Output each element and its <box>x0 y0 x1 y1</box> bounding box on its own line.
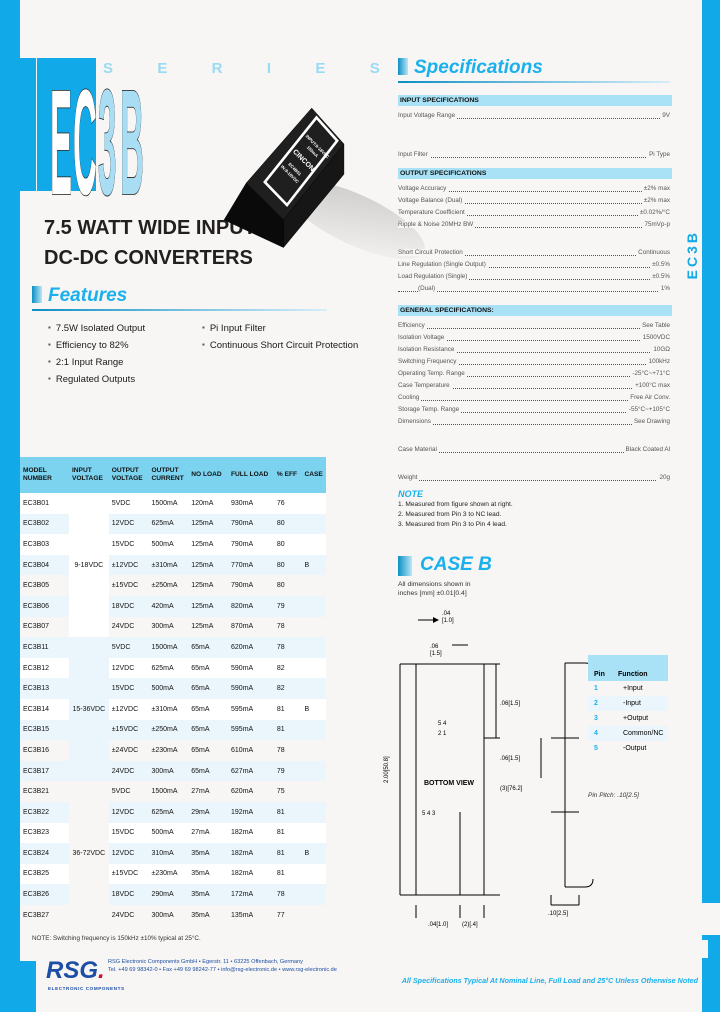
svg-text:(3)[76.2]: (3)[76.2] <box>500 786 523 792</box>
svg-text:.06[1.5]: .06[1.5] <box>500 701 520 707</box>
svg-text:2.00[50.8]: 2.00[50.8] <box>384 756 390 783</box>
svg-text:[1.5]: [1.5] <box>430 651 442 657</box>
svg-text:.10[2.5]: .10[2.5] <box>548 911 568 917</box>
svg-text:.06: .06 <box>430 644 439 650</box>
svg-text:(2)[.4]: (2)[.4] <box>462 922 478 928</box>
svg-text:.06[1.5]: .06[1.5] <box>500 756 520 762</box>
svg-text:.04: .04 <box>442 611 451 617</box>
svg-text:5 4: 5 4 <box>438 721 447 727</box>
svg-text:[1.0]: [1.0] <box>442 618 454 624</box>
svg-text:.04[1.0]: .04[1.0] <box>428 922 448 928</box>
svg-text:BOTTOM VIEW: BOTTOM VIEW <box>424 780 474 787</box>
svg-text:5 4 3: 5 4 3 <box>422 811 436 817</box>
svg-text:2 1: 2 1 <box>438 731 447 737</box>
